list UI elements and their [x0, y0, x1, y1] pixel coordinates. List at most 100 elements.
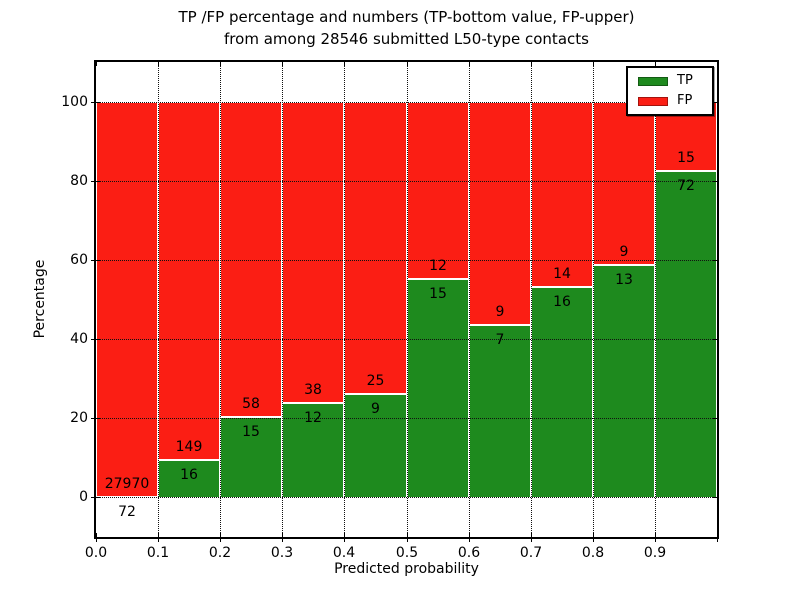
x-tick-label: 0.5 [395, 545, 419, 561]
bar-label-fp: 58 [242, 396, 260, 412]
chart-title: TP /FP percentage and numbers (TP-bottom… [96, 6, 717, 50]
y-tick-label: 0 [79, 489, 88, 505]
bar-tp [655, 170, 717, 497]
bar-fp [531, 102, 593, 286]
bar-label-tp: 9 [371, 401, 380, 417]
bar-label-tp: 16 [553, 294, 571, 310]
y-tick [91, 181, 100, 182]
x-gridline [344, 62, 345, 537]
bar-label-tp: 7 [495, 332, 505, 348]
bar-tp [531, 286, 593, 497]
x-tick [717, 533, 718, 542]
bar-label-fp: 9 [495, 304, 505, 320]
x-tick-label: 0.0 [84, 545, 108, 561]
x-gridline [469, 62, 470, 537]
bar-label-fp: 15 [677, 150, 695, 166]
x-tick [407, 533, 408, 542]
x-tick-label: 0.2 [208, 545, 232, 561]
x-tick [593, 533, 594, 542]
x-tick-top [407, 62, 408, 66]
y-gridline [96, 260, 717, 261]
x-tick [158, 533, 159, 542]
x-tick-top [531, 62, 532, 66]
bar-fp [282, 102, 344, 402]
legend-label-tp: TP [677, 73, 693, 88]
y-tick [91, 497, 100, 498]
legend-entry-fp: FP [638, 94, 704, 108]
bar-tp [282, 402, 344, 497]
y-tick-right [713, 418, 717, 419]
x-tick [531, 533, 532, 542]
x-gridline [593, 62, 594, 537]
bar-label-fp: 14 [553, 266, 571, 282]
x-tick-label: 0.6 [457, 545, 481, 561]
y-tick-label: 80 [70, 173, 88, 189]
bar-tp [469, 324, 531, 497]
bar-fp [407, 102, 469, 278]
x-gridline [220, 62, 221, 537]
bar-label-tp: 12 [304, 410, 322, 426]
bar-label-tp: 13 [615, 272, 633, 288]
y-tick-right [713, 497, 717, 498]
x-gridline [531, 62, 532, 537]
y-tick-label: 40 [70, 331, 88, 347]
tp-legend-swatch-icon [638, 76, 668, 86]
bar-label-fp: 38 [304, 382, 322, 398]
bar-tp [344, 393, 407, 497]
x-tick-label: 0.3 [270, 545, 294, 561]
y-tick [91, 260, 100, 261]
y-tick-right [713, 339, 717, 340]
x-axis-label: Predicted probability [334, 561, 479, 577]
x-tick-top [593, 62, 594, 66]
bar-label-tp: 15 [429, 286, 447, 302]
bar-label-tp: 16 [180, 467, 198, 483]
bar-label-tp: 72 [677, 178, 695, 194]
y-tick [91, 102, 100, 103]
bar-label-fp: 12 [429, 258, 447, 274]
x-gridline [407, 62, 408, 537]
bar-label-tp: 72 [118, 504, 136, 520]
legend-label-fp: FP [677, 93, 693, 108]
y-gridline [96, 181, 717, 182]
bar-fp [220, 102, 282, 416]
x-tick-label: 0.8 [581, 545, 605, 561]
bar-fp [158, 102, 220, 459]
x-tick-top [220, 62, 221, 66]
y-tick-label: 20 [70, 410, 88, 426]
bar-label-fp: 27970 [104, 476, 150, 492]
x-tick [655, 533, 656, 542]
y-tick-right [713, 102, 717, 103]
x-tick [469, 533, 470, 542]
x-tick-label: 0.1 [146, 545, 170, 561]
x-tick-label: 0.4 [332, 545, 356, 561]
fp-legend-swatch-icon [638, 96, 668, 106]
bar-fp [469, 102, 531, 324]
y-tick [91, 339, 100, 340]
x-gridline [158, 62, 159, 537]
x-tick-top [655, 62, 656, 66]
bar-tp [593, 264, 655, 497]
x-tick [344, 533, 345, 542]
bar-fp [96, 102, 158, 496]
y-tick-label: 60 [70, 252, 88, 268]
bar-label-fp: 9 [619, 244, 629, 260]
bar-fp [344, 102, 407, 393]
x-tick-top [344, 62, 345, 66]
x-tick [220, 533, 221, 542]
x-tick-top [717, 62, 718, 66]
y-gridline [96, 418, 717, 419]
bar-label-fp: 149 [175, 439, 203, 455]
chart-title-line2: from among 28546 submitted L50-type cont… [224, 30, 589, 48]
legend-entry-tp: TP [638, 74, 704, 88]
x-tick-top [96, 62, 97, 66]
x-tick [96, 533, 97, 542]
y-tick-label: 100 [61, 94, 88, 110]
x-tick-label: 0.9 [643, 545, 667, 561]
bar-label-fp: 25 [366, 373, 385, 389]
x-tick-top [282, 62, 283, 66]
bar-tp [407, 278, 469, 497]
x-tick-top [469, 62, 470, 66]
x-gridline [655, 62, 656, 537]
